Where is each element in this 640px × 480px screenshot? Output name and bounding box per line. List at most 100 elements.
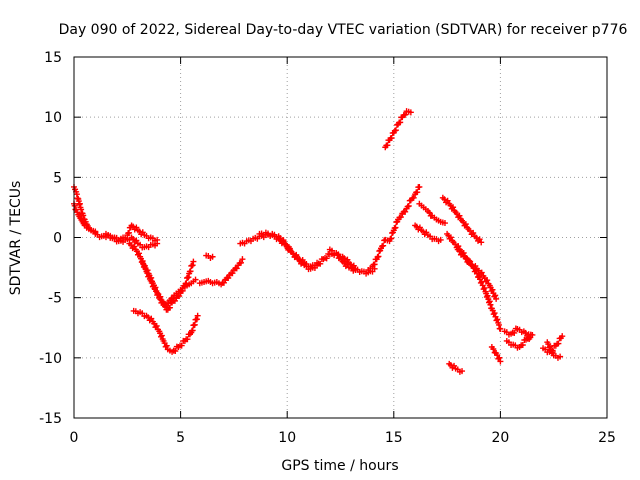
data-point xyxy=(166,304,173,311)
data-point xyxy=(555,340,562,347)
series-arc-b xyxy=(71,200,99,235)
data-point xyxy=(146,272,153,279)
data-point xyxy=(337,253,344,260)
data-point xyxy=(494,316,501,323)
data-point xyxy=(437,236,444,243)
data-point xyxy=(371,261,378,268)
data-point xyxy=(380,242,387,249)
data-point xyxy=(459,250,466,257)
x-axis-label: GPS time / hours xyxy=(281,458,398,474)
data-point xyxy=(286,245,293,252)
data-point xyxy=(74,195,81,202)
data-point xyxy=(388,135,395,142)
data-point xyxy=(171,297,178,304)
data-point xyxy=(131,243,138,250)
data-point xyxy=(317,260,324,267)
data-point xyxy=(392,224,399,231)
data-point xyxy=(290,250,297,257)
data-point xyxy=(136,250,143,257)
x-tick-label: 5 xyxy=(176,430,185,446)
data-point xyxy=(426,209,433,216)
y-tick-label: 10 xyxy=(44,110,62,126)
x-tick-label: 0 xyxy=(70,430,79,446)
series-arc-u xyxy=(488,344,504,365)
y-tick-label: 0 xyxy=(53,231,62,247)
series-arc-p xyxy=(412,222,444,245)
data-point xyxy=(283,243,290,250)
data-point xyxy=(388,235,395,242)
data-point xyxy=(71,202,78,209)
data-point xyxy=(344,261,351,268)
y-axis-label: SDTVAR / TECUs xyxy=(8,181,24,296)
data-point xyxy=(491,310,498,317)
series-arc-t xyxy=(446,360,466,375)
data-point xyxy=(341,260,348,267)
series-arc-q xyxy=(439,194,485,246)
data-point xyxy=(130,236,137,243)
data-point xyxy=(323,255,330,262)
data-point xyxy=(392,127,399,134)
data-point xyxy=(209,253,216,260)
data-point xyxy=(185,274,192,281)
data-point xyxy=(465,257,472,264)
data-point xyxy=(496,354,503,361)
series-arc-m xyxy=(365,183,423,273)
data-point xyxy=(155,290,162,297)
series-arc-g xyxy=(130,307,201,355)
data-point xyxy=(128,242,135,249)
data-point xyxy=(462,255,469,262)
data-point xyxy=(444,197,451,204)
data-point xyxy=(397,214,404,221)
data-point xyxy=(187,268,194,275)
data-point xyxy=(176,293,183,300)
data-point xyxy=(526,335,533,342)
y-tick-label: 5 xyxy=(53,170,62,186)
series-arc-y xyxy=(544,339,564,361)
x-tick-label: 10 xyxy=(278,430,296,446)
data-point xyxy=(478,239,485,246)
data-point xyxy=(220,279,227,286)
data-point xyxy=(456,248,463,255)
data-point xyxy=(190,258,197,265)
data-point xyxy=(407,109,414,116)
data-point xyxy=(559,333,566,340)
data-point xyxy=(519,341,526,348)
x-tick-label: 20 xyxy=(491,430,509,446)
data-point xyxy=(194,312,201,319)
data-point xyxy=(441,220,448,227)
data-point xyxy=(375,253,382,260)
series-arc-w xyxy=(503,331,536,351)
series-arc-s xyxy=(454,246,500,302)
data-point xyxy=(172,348,179,355)
data-point xyxy=(159,298,166,305)
series-arc-h xyxy=(196,256,246,288)
data-point xyxy=(141,262,148,269)
data-point xyxy=(410,194,417,201)
data-point xyxy=(414,189,421,196)
data-point xyxy=(148,315,155,322)
data-point xyxy=(193,316,200,323)
grid xyxy=(74,57,607,418)
data-point xyxy=(476,236,483,243)
data-point xyxy=(462,221,469,228)
data-point xyxy=(416,183,423,190)
data-point xyxy=(163,342,170,349)
y-tick-label: -5 xyxy=(48,291,62,307)
data-point xyxy=(484,277,491,284)
data-point xyxy=(189,327,196,334)
data-point xyxy=(352,266,359,273)
data-point xyxy=(481,284,488,291)
data-point xyxy=(293,251,300,258)
data-point xyxy=(384,142,391,149)
data-points xyxy=(71,108,566,375)
x-tick-label: 25 xyxy=(598,430,616,446)
data-point xyxy=(447,234,454,241)
x-tick-label: 15 xyxy=(385,430,403,446)
data-point xyxy=(441,196,448,203)
data-point xyxy=(189,262,196,269)
data-point xyxy=(225,275,232,282)
data-point xyxy=(229,270,236,277)
data-point xyxy=(80,212,87,219)
series-arc-l xyxy=(326,246,359,274)
